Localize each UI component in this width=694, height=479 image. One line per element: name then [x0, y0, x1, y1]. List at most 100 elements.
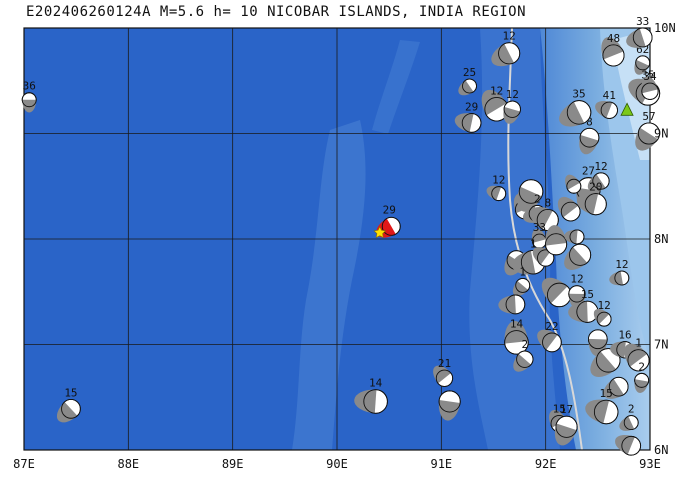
focal-mechanism-rim [627, 349, 650, 372]
focal-mechanism [486, 185, 507, 202]
latitude-label: 10N [654, 21, 676, 35]
event-depth-label: 33 [636, 15, 649, 28]
focal-mechanism-compression [609, 271, 624, 286]
focal-mechanism [626, 27, 653, 48]
focal-mechanism [587, 172, 610, 192]
focal-mechanism-rim [600, 101, 618, 119]
longitude-label: 87E [13, 457, 35, 471]
volcano-triangle-icon [620, 102, 634, 116]
event-depth-label: 15 [64, 386, 77, 399]
focal-mechanism-compression [531, 228, 547, 243]
latitude-labels: 6N 7N 8N 9N 10N [654, 21, 676, 457]
focal-mechanism [541, 277, 572, 308]
focal-mechanism-compression [22, 99, 37, 113]
event-depth-label: 12 [597, 299, 610, 312]
focal-mechanism-rim [566, 178, 582, 194]
focal-mechanism-compression [486, 185, 502, 201]
event-depth-label: 14 [369, 377, 383, 390]
focal-mechanism-rim [504, 330, 529, 355]
longitude-labels: 87E 88E 89E 90E 91E 92E 93E [13, 457, 661, 471]
focal-mechanism [21, 92, 37, 113]
event-depth-label: 1 [530, 237, 537, 250]
focal-mechanism [503, 100, 521, 124]
focal-mechanisms: 3615142125291212121212833111227122083541… [21, 15, 661, 456]
event-depth-label: 25 [463, 66, 476, 79]
focal-mechanism-compression [559, 101, 585, 127]
focal-mechanism-compression [458, 80, 474, 96]
focal-mechanism-compression [565, 174, 580, 190]
event-depth-label: 1 [635, 337, 642, 350]
focal-mechanism [634, 372, 650, 393]
focal-mechanism-rim [592, 172, 610, 190]
focal-mechanism-rim [515, 277, 531, 293]
focal-mechanism-rim [498, 42, 521, 65]
focal-mechanism-compression [454, 113, 474, 133]
event-depth-label: 8 [544, 196, 551, 209]
focal-mechanism [545, 225, 568, 256]
longitude-label: 93E [639, 457, 661, 471]
event-depth-label: 12 [492, 174, 505, 187]
focal-mechanism-compression [564, 229, 578, 244]
focal-mechanism-compression [532, 246, 551, 265]
event-depth-label: 22 [545, 320, 558, 333]
event-depth-label: 12 [594, 160, 607, 173]
focal-mechanism-compression [554, 423, 577, 446]
focal-mechanism [513, 350, 534, 372]
event-depth-label: 33 [533, 221, 546, 234]
focal-mechanism-rim [579, 127, 600, 148]
focal-mechanism [537, 329, 562, 353]
focal-mechanism-rim [555, 415, 578, 438]
latitude-label: 8N [654, 232, 668, 246]
focal-mechanism-compression [481, 89, 507, 116]
event-depth-label: 48 [607, 32, 620, 45]
focal-mechanism [641, 76, 659, 100]
focal-mechanism-rim [566, 100, 592, 125]
event-depth-label: 8 [586, 115, 593, 128]
ninetyeast-ridge [292, 120, 366, 450]
focal-mechanism-rim [462, 78, 477, 94]
focal-mechanism [615, 434, 642, 456]
focal-mechanism [532, 246, 555, 267]
focal-mechanism-rim [21, 92, 37, 108]
focal-mechanism-compression [354, 389, 377, 414]
event-depth-label: 14 [510, 318, 524, 331]
focal-mechanism-rim [637, 122, 661, 145]
focal-mechanism-rim [518, 179, 544, 204]
map-title: E202406260124A M=5.6 h= 10 NICOBAR ISLAN… [26, 4, 527, 20]
focal-mechanism-compression [503, 106, 521, 124]
focal-mechanism-compression [634, 379, 649, 393]
focal-mechanism [512, 277, 531, 297]
event-depth-label: 35 [572, 88, 585, 101]
event-depth-label: 12 [506, 88, 519, 101]
focal-mechanism-compression [504, 321, 529, 344]
map-border [23, 27, 651, 451]
focal-mechanism-compression [634, 59, 650, 75]
focal-mechanism-rim [363, 389, 388, 414]
event-depth-label: 2 [521, 338, 528, 351]
focal-mechanism [559, 100, 592, 127]
focal-mechanism-rim [634, 372, 650, 388]
focal-mechanism [433, 365, 454, 387]
focal-mechanism [579, 127, 600, 155]
event-depth-label: 36 [23, 80, 36, 93]
focal-mechanism [587, 329, 608, 357]
event-depth-label: 20 [589, 181, 602, 194]
focal-mechanism-rim [584, 193, 607, 216]
focal-mechanism-compression [641, 76, 658, 94]
focal-mechanism [634, 55, 651, 75]
focal-mechanism-rim [568, 285, 586, 303]
latitude-label: 7N [654, 338, 668, 352]
longitude-label: 92E [535, 457, 557, 471]
event-depth-label: 2 [534, 192, 541, 205]
focal-mechanism-rim [503, 100, 521, 118]
focal-mechanism [438, 390, 461, 421]
focal-mechanism-rim [545, 233, 568, 256]
focal-mechanism [624, 343, 650, 372]
focal-mechanism [554, 415, 578, 446]
focal-mechanism-rim [491, 186, 507, 202]
event-depth-label: 15 [581, 288, 594, 301]
focal-mechanism-compression [491, 43, 514, 67]
focal-mechanism-rim [635, 55, 651, 71]
focal-mechanism [593, 308, 612, 327]
focal-mechanism-rim [587, 329, 608, 350]
